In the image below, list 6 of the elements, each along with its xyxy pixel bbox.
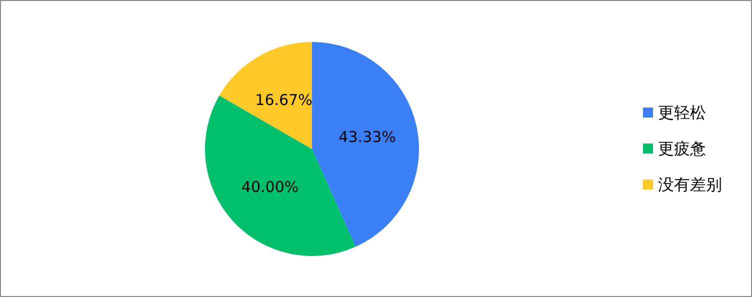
legend-label: 没有差别 <box>658 175 722 194</box>
data-label: 40.00% <box>241 178 299 196</box>
legend-label: 更疲惫 <box>658 139 706 158</box>
legend-label: 更轻松 <box>658 103 706 122</box>
data-label: 43.33% <box>338 128 396 146</box>
data-label: 16.67% <box>255 91 312 110</box>
